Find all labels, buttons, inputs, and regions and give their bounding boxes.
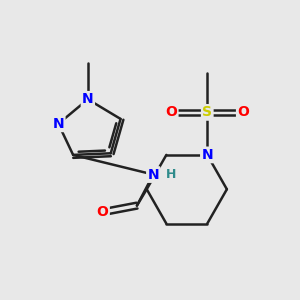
Text: N: N — [201, 148, 213, 162]
Text: S: S — [202, 105, 212, 119]
Text: N: N — [52, 117, 64, 131]
Text: O: O — [97, 205, 109, 219]
Text: N: N — [148, 167, 159, 182]
Text: H: H — [166, 168, 176, 181]
Text: N: N — [82, 92, 94, 106]
Text: O: O — [237, 105, 249, 119]
Text: O: O — [165, 105, 177, 119]
